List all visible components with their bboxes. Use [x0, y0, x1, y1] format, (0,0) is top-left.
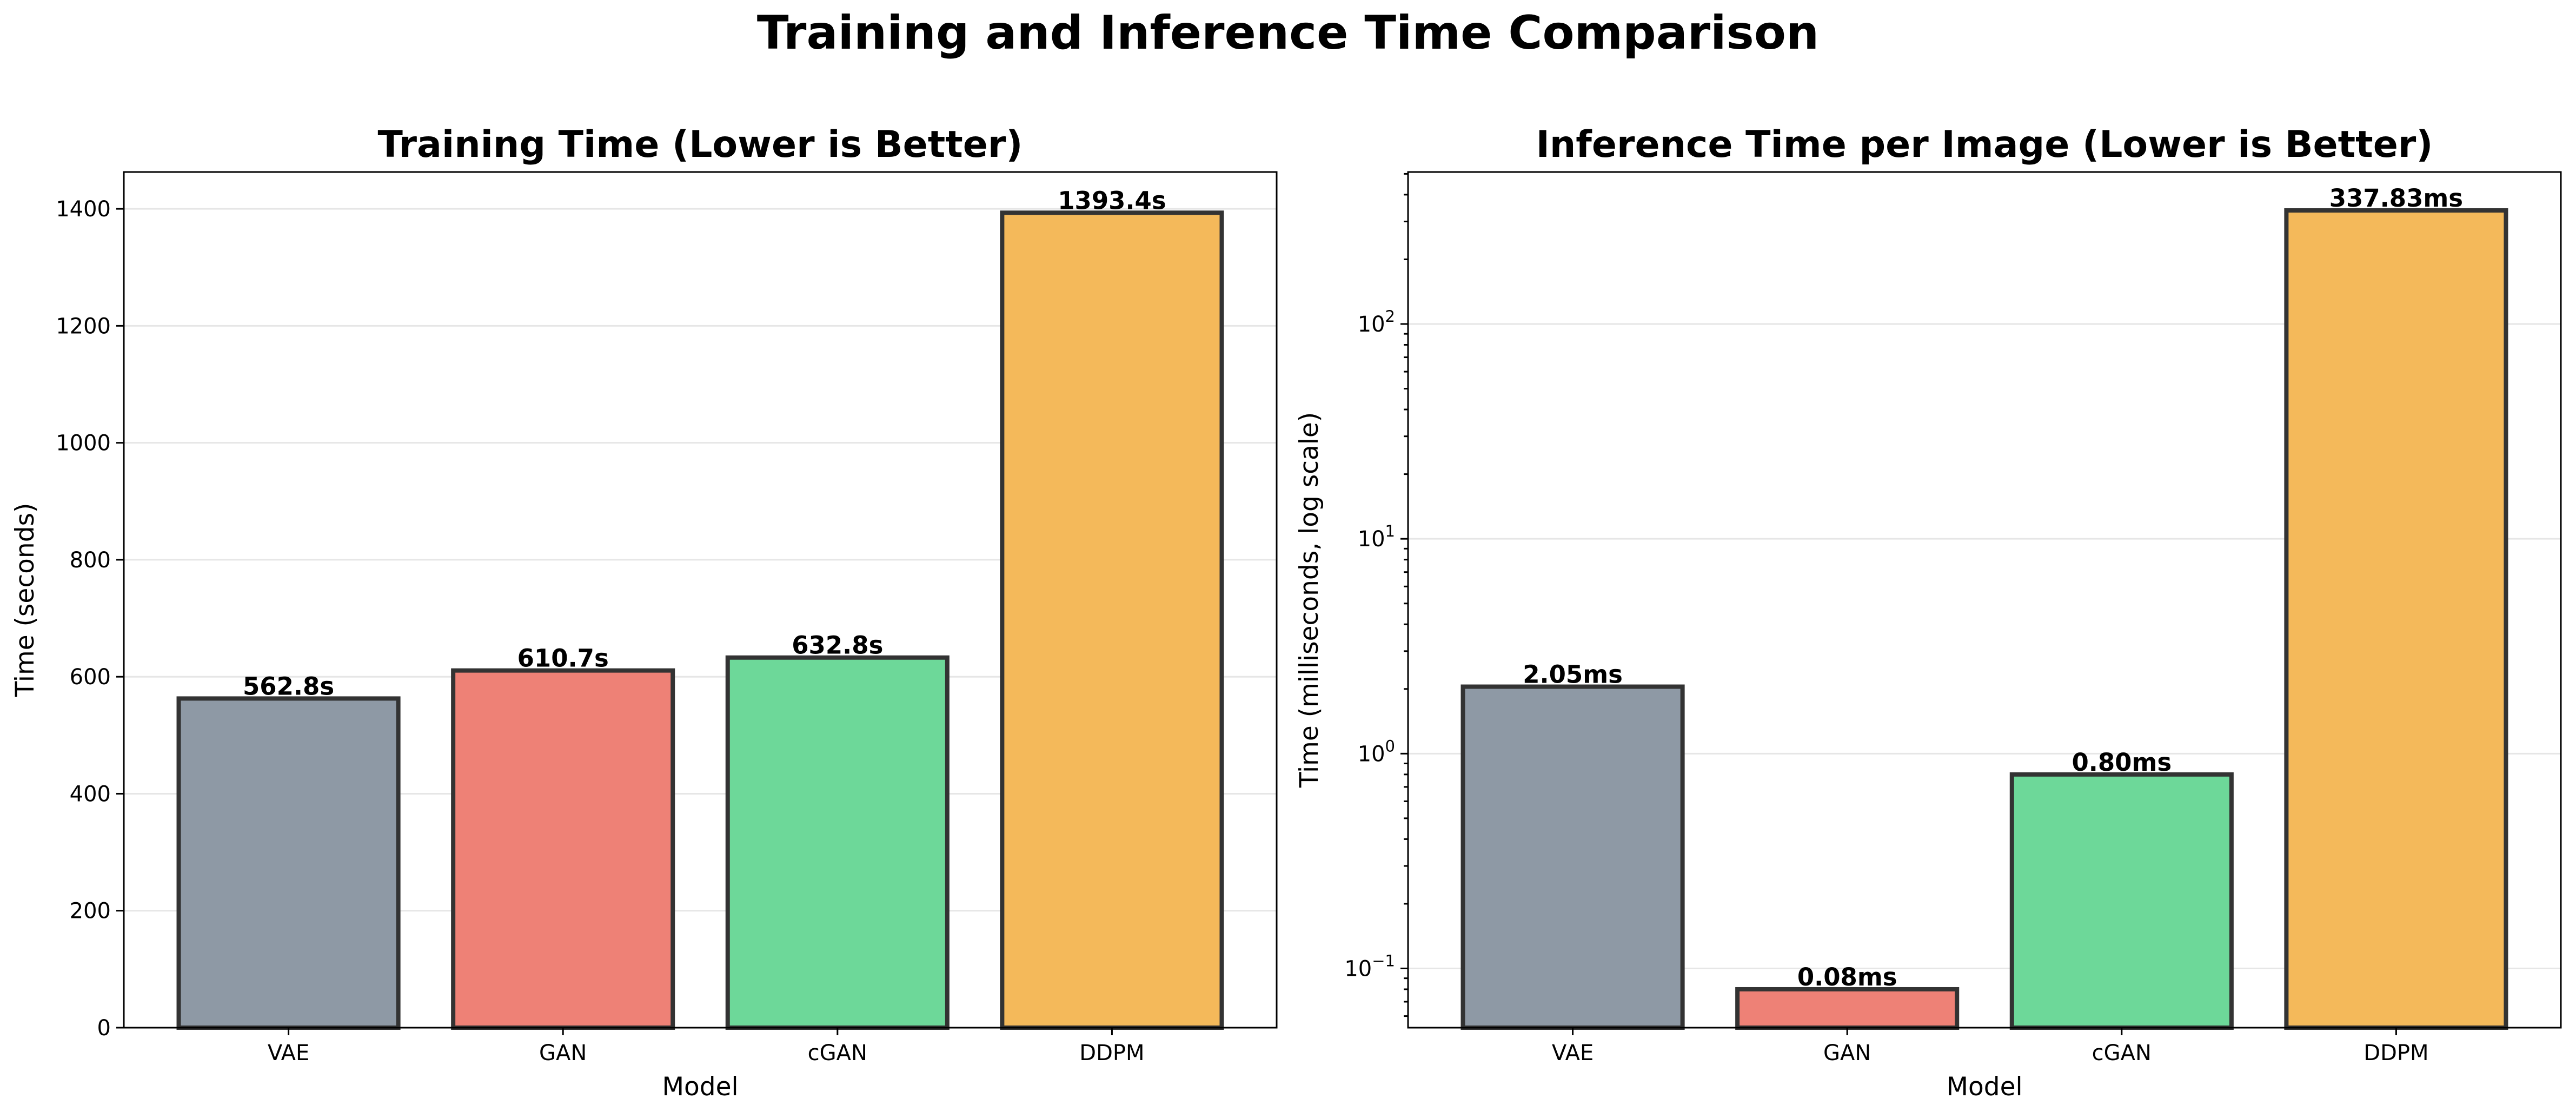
inference-bar-gan — [1735, 987, 1960, 1030]
training-x-tick-label: VAE — [268, 1041, 309, 1066]
training-time-panel: Training Time (Lower is Better) 562.8s 61… — [10, 123, 1278, 1102]
inference-y-axis-label: Time (milliseconds, log scale) — [1294, 412, 1324, 788]
inference-y-tick-label: 100 — [1358, 737, 1395, 766]
training-bar-vae — [176, 696, 401, 1030]
inference-bar-ddpm — [2284, 208, 2508, 1030]
training-y-tick-label: 200 — [70, 899, 111, 924]
training-y-tick-label: 0 — [97, 1016, 111, 1041]
training-plot-frame — [123, 171, 1278, 1029]
inference-x-ticks: VAE GAN cGAN DDPM — [1552, 1028, 2429, 1066]
inference-bars — [1460, 208, 2508, 1030]
training-y-tick-label: 1000 — [56, 431, 111, 456]
training-x-axis-label: Model — [662, 1072, 738, 1102]
training-x-tick-label: DDPM — [1079, 1041, 1144, 1066]
training-data-label: 1393.4s — [1058, 186, 1166, 215]
training-bars — [176, 210, 1224, 1030]
inference-y-tick-label: 10−1 — [1344, 951, 1395, 981]
training-x-tick-label: cGAN — [808, 1041, 867, 1066]
inference-x-tick-label: VAE — [1552, 1041, 1594, 1066]
inference-bar-cgan — [2009, 772, 2234, 1030]
inference-bar-vae — [1460, 684, 1685, 1030]
training-y-tick-label: 1400 — [56, 197, 111, 222]
inference-chart-title: Inference Time per Image (Lower is Bette… — [1536, 123, 2433, 166]
inference-data-label: 337.83ms — [2329, 184, 2463, 213]
inference-x-tick-label: GAN — [1823, 1041, 1871, 1066]
inference-plot-frame — [1407, 171, 2562, 1029]
training-data-label: 562.8s — [243, 672, 334, 700]
inference-x-tick-label: DDPM — [2363, 1041, 2428, 1066]
inference-y-tick-label: 101 — [1358, 522, 1395, 552]
inference-data-label: 2.05ms — [1523, 660, 1623, 689]
training-data-label: 632.8s — [792, 631, 883, 660]
inference-data-label: 0.08ms — [1797, 963, 1897, 991]
training-bar-ddpm — [1000, 210, 1224, 1030]
training-x-ticks: VAE GAN cGAN DDPM — [268, 1028, 1145, 1066]
inference-x-axis-label: Model — [1946, 1072, 2022, 1102]
inference-time-panel: Inference Time per Image (Lower is Bette… — [1294, 123, 2562, 1102]
training-y-tick-label: 600 — [70, 665, 111, 690]
training-data-labels: 562.8s 610.7s 632.8s 1393.4s — [243, 186, 1166, 700]
training-y-tick-label: 1200 — [56, 314, 111, 339]
training-bar-cgan — [725, 655, 950, 1030]
training-data-label: 610.7s — [517, 644, 609, 673]
inference-y-tick-label: 102 — [1358, 307, 1395, 337]
training-x-tick-label: GAN — [539, 1041, 587, 1066]
training-y-tick-label: 800 — [70, 548, 111, 573]
inference-y-ticks: 10−1 100 101 102 — [1344, 173, 1408, 1017]
figure-title: Training and Inference Time Comparison — [757, 6, 1819, 60]
training-y-tick-label: 400 — [70, 782, 111, 806]
inference-data-label: 0.80ms — [2072, 748, 2172, 777]
training-bar-gan — [451, 668, 675, 1030]
training-y-ticks: 0 200 400 600 800 1000 1200 1400 — [56, 197, 124, 1041]
training-chart-title: Training Time (Lower is Better) — [378, 123, 1023, 166]
training-y-axis-label: Time (seconds) — [10, 503, 40, 698]
inference-data-labels: 2.05ms 0.08ms 0.80ms 337.83ms — [1523, 184, 2463, 991]
inference-x-tick-label: cGAN — [2092, 1041, 2152, 1066]
